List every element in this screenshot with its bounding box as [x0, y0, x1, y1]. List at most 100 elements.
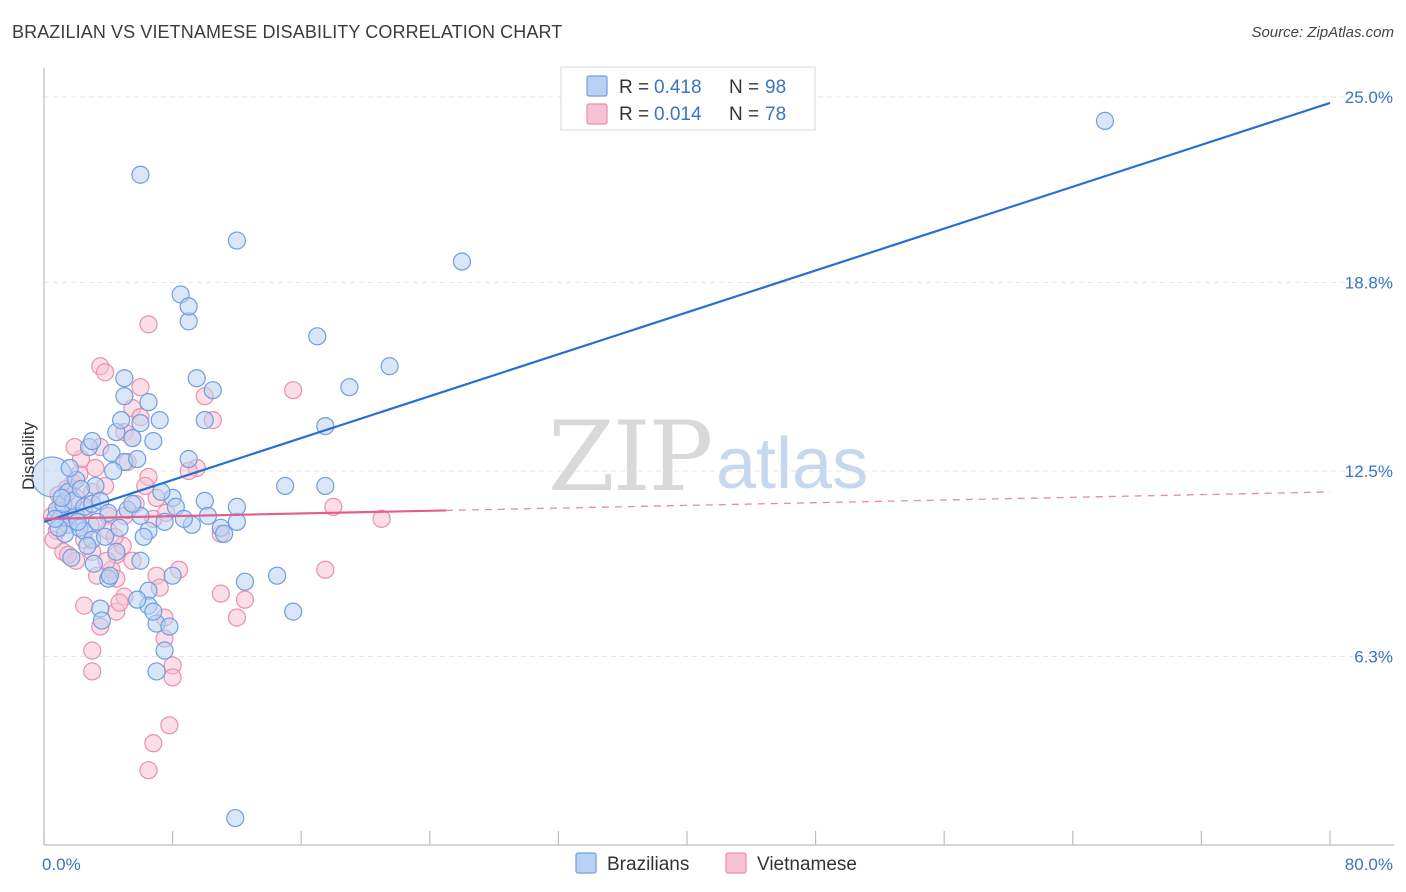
brazilian-point	[150, 411, 169, 430]
brazilian-point	[452, 252, 472, 271]
brazilian-point	[144, 602, 163, 621]
vietnamese-point	[75, 596, 94, 615]
brazilian-point	[195, 491, 214, 510]
brazilian-point	[267, 566, 287, 585]
vietnamese-trend-line-solid	[43, 509, 446, 520]
brazilian-point	[71, 479, 91, 499]
brazilian-point	[214, 524, 234, 543]
brazilian-point	[62, 548, 81, 567]
y-tick-label: 18.8%	[1345, 273, 1393, 292]
legend-swatch-brazilians	[586, 75, 608, 97]
brazilian-point	[187, 369, 206, 388]
legend-r-label-1: R =	[619, 77, 649, 98]
legend-n-value-1: 98	[765, 77, 786, 98]
vietnamese-point	[227, 608, 246, 627]
x-tick-labels: 0.0% 80.0%	[42, 855, 1393, 874]
x-tick-label-min: 0.0%	[42, 855, 81, 874]
vietnamese-point	[83, 662, 102, 681]
brazilian-point	[84, 554, 103, 573]
vietnamese-point	[316, 560, 335, 579]
bottom-legend-swatch-vietnamese	[725, 852, 747, 874]
brazilian-point	[316, 416, 335, 436]
brazilian-point	[112, 411, 131, 430]
brazilian-point	[123, 428, 142, 448]
y-tick-label: 6.3%	[1354, 647, 1393, 666]
vietnamese-point	[95, 363, 115, 382]
legend-r-value-2: 0.014	[654, 104, 702, 125]
grid-lines	[44, 96, 1394, 657]
brazilian-point	[195, 411, 214, 430]
bottom-legend: Brazilians Vietnamese	[575, 852, 857, 875]
brazilian-point	[276, 476, 295, 496]
brazilian-point	[227, 497, 246, 516]
vietnamese-point	[110, 593, 129, 612]
brazilian-point	[340, 378, 359, 397]
watermark: ZIP atlas	[548, 401, 868, 513]
y-tick-label: 25.0%	[1345, 88, 1393, 107]
brazilian-point	[144, 431, 163, 451]
brazilian-point	[102, 443, 121, 463]
brazilian-point	[123, 494, 142, 513]
brazilian-point	[52, 488, 71, 508]
brazilian-point	[163, 566, 182, 585]
brazilian-point	[131, 551, 150, 570]
watermark-atlas: atlas	[716, 424, 868, 504]
brazilian-point	[155, 641, 174, 660]
brazilian-points	[31, 111, 1115, 828]
brazilian-point	[380, 357, 399, 376]
trend-lines	[43, 101, 1331, 523]
vietnamese-point	[83, 641, 102, 660]
y-tick-label: 12.5%	[1345, 462, 1393, 481]
vietnamese-point	[139, 315, 158, 334]
brazilian-point	[128, 590, 147, 609]
brazilian-point	[316, 476, 335, 496]
vietnamese-point	[372, 509, 391, 528]
legend: R = 0.418 N = 98 R = 0.014 N = 78	[560, 66, 816, 131]
vietnamese-point	[160, 716, 179, 735]
brazilian-point	[115, 387, 134, 406]
brazilian-point	[284, 602, 303, 621]
y-axis-label: Disability	[19, 421, 38, 490]
brazilian-point	[68, 512, 87, 531]
brazilian-point	[131, 414, 150, 433]
brazilian-point	[139, 393, 158, 412]
brazilian-point	[155, 512, 174, 531]
brazilian-point	[160, 617, 179, 636]
brazilian-point	[226, 808, 245, 828]
legend-r-label-2: R =	[619, 104, 649, 125]
brazilian-point	[1095, 111, 1115, 130]
y-tick-labels: 6.3% 12.5% 18.8% 25.0%	[1345, 88, 1393, 667]
legend-swatch-vietnamese	[586, 103, 608, 125]
legend-n-label-2: N =	[729, 104, 759, 125]
bottom-legend-swatch-brazilians	[575, 852, 597, 874]
brazilian-point	[179, 297, 198, 316]
watermark-zip: ZIP	[548, 401, 711, 513]
brazilian-point	[115, 369, 134, 388]
legend-n-value-2: 78	[765, 104, 786, 125]
brazilian-point	[179, 449, 198, 469]
brazilian-point	[60, 458, 79, 478]
brazilian-point	[147, 662, 166, 681]
brazilian-point	[131, 165, 150, 184]
brazilian-point	[128, 449, 147, 469]
chart-title: BRAZILIAN VS VIETNAMESE DISABILITY CORRE…	[12, 22, 563, 42]
vietnamese-point	[284, 381, 303, 400]
vietnamese-trend-line-dashed	[445, 491, 1331, 512]
brazilian-point	[235, 572, 255, 591]
source-label: Source: ZipAtlas.com	[1251, 24, 1394, 41]
vietnamese-point	[86, 458, 105, 478]
brazilian-point	[95, 527, 115, 546]
brazilian-point	[104, 461, 123, 481]
brazilian-point	[78, 536, 97, 555]
vietnamese-point	[144, 734, 163, 753]
vietnamese-point	[131, 378, 150, 397]
legend-r-value-1: 0.418	[654, 77, 702, 98]
brazilians-trend-line	[43, 101, 1331, 523]
brazilian-point	[134, 527, 153, 546]
brazilian-point	[107, 542, 126, 561]
vietnamese-point	[163, 668, 182, 687]
brazilian-point	[83, 431, 102, 451]
brazilian-point	[227, 231, 246, 250]
axes	[43, 68, 1394, 846]
